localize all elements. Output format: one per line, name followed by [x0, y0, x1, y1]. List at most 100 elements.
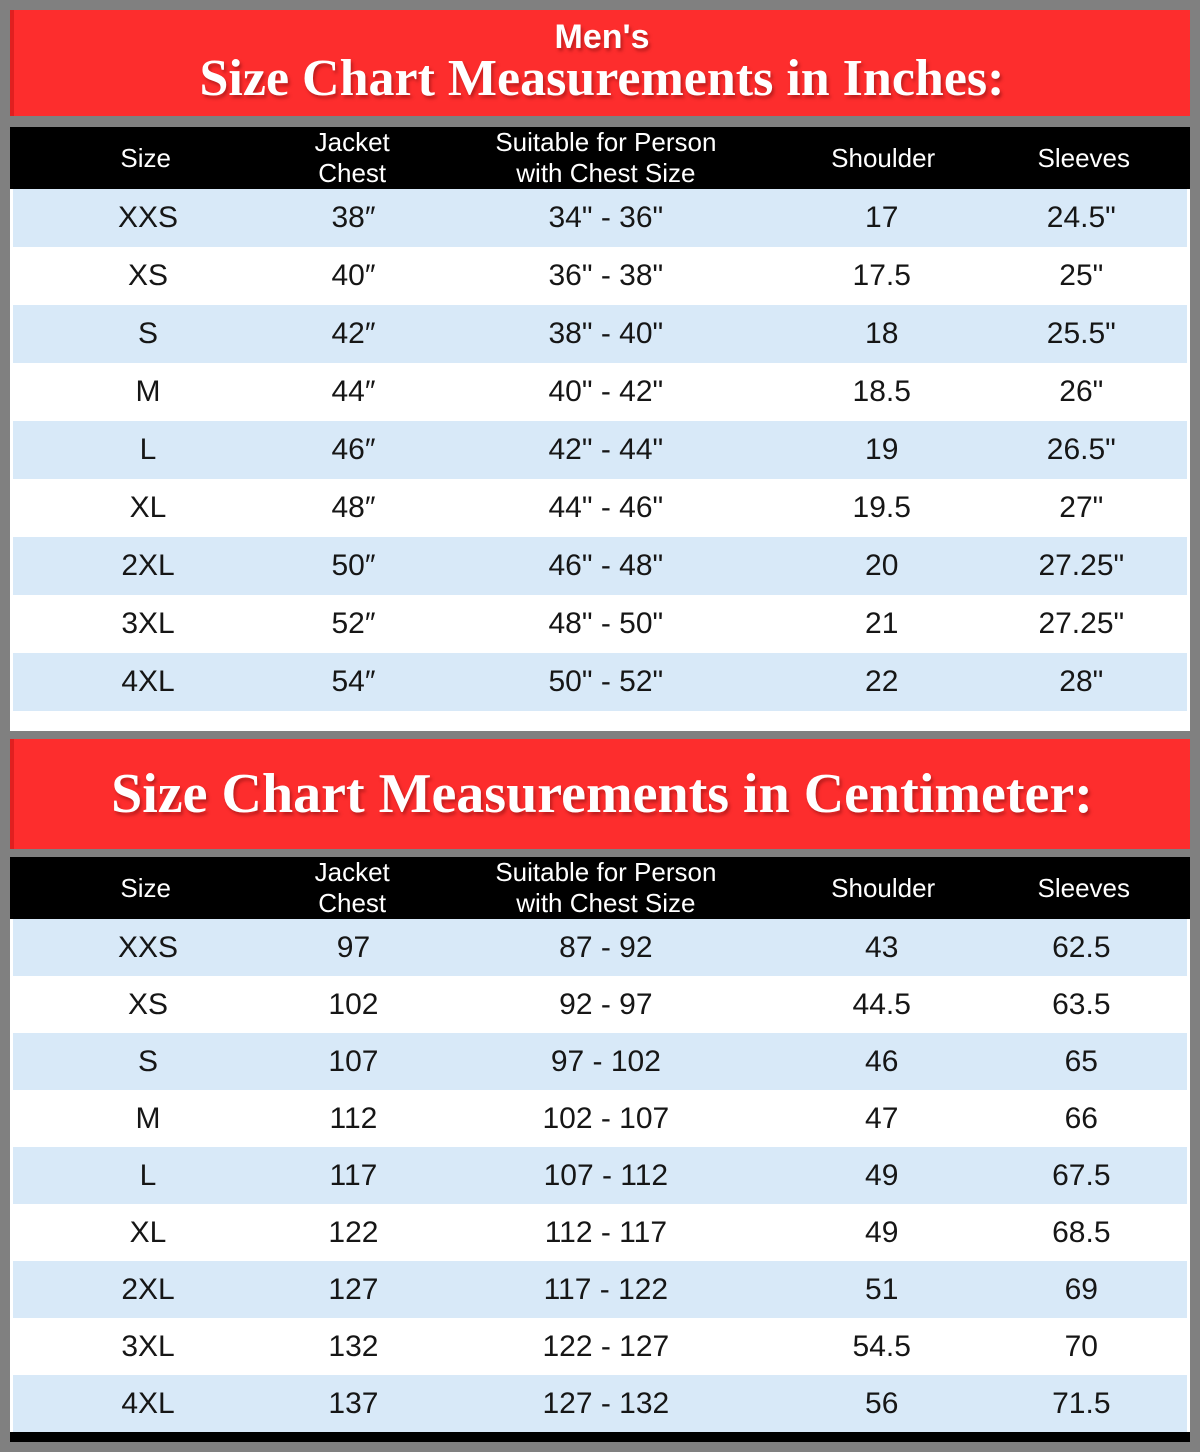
table-cell: XXS — [117, 201, 179, 234]
table-cell: 34" - 36" — [548, 201, 664, 234]
table-cell: 69 — [1064, 1272, 1098, 1306]
table-cell: 87 - 92 — [559, 930, 653, 964]
table-cell: 97 — [336, 930, 371, 964]
table-cell: 42" - 44" — [548, 433, 664, 466]
table-cell: 4XL — [121, 665, 175, 698]
table-row: XXS 38″ 34" - 36" 17 24.5" — [13, 189, 1187, 247]
table-centimeter: Size Jacket Chest Suitable for Person wi… — [10, 857, 1190, 1442]
table-cell: 26.5" — [1046, 433, 1116, 466]
banner-mens-label: Men's — [554, 17, 650, 56]
table-cell: 51 — [865, 1272, 899, 1306]
table-cell: 28" — [1059, 665, 1104, 698]
table-cell: 56 — [865, 1386, 899, 1420]
table-cell: 63.5 — [1052, 987, 1111, 1021]
table-cell: 68.5 — [1052, 1215, 1111, 1249]
table-header-row: Size Jacket Chest Suitable for Person wi… — [10, 127, 1190, 189]
column-header-size: Size — [120, 142, 171, 173]
table-row: 2XL 50″ 46" - 48" 20 27.25" — [13, 537, 1187, 595]
table-cell: L — [139, 433, 157, 466]
table-cell: 52″ — [331, 607, 376, 640]
table-row: L 117 107 - 112 49 67.5 — [13, 1147, 1187, 1204]
column-header-chest-size: Suitable for Person with Chest Size — [495, 127, 717, 188]
table-cell: 70 — [1064, 1329, 1098, 1363]
table-cell: 44" - 46" — [548, 491, 664, 524]
table-cell: 38" - 40" — [548, 317, 664, 350]
table-row: XL 122 112 - 117 49 68.5 — [13, 1204, 1187, 1261]
table-cell: 25" — [1059, 259, 1104, 292]
table-cell: 40" - 42" — [548, 375, 664, 408]
table-cell: M — [135, 375, 161, 408]
table-header-row: Size Jacket Chest Suitable for Person wi… — [10, 857, 1190, 919]
table-cell: 46″ — [331, 433, 376, 466]
table-cell: 48" - 50" — [548, 607, 664, 640]
table-cell: 107 - 112 — [543, 1158, 669, 1192]
table-cell: 132 — [328, 1329, 379, 1363]
table-body-inches: XXS 38″ 34" - 36" 17 24.5" XS 40″ 36" - 38" 17.5… — [10, 189, 1190, 711]
table-cell: 4XL — [121, 1386, 175, 1420]
table-cell: 46 — [865, 1044, 899, 1078]
table-bottom-bar — [10, 1432, 1190, 1442]
table-cell: M — [135, 1101, 161, 1135]
table-cell: 92 - 97 — [559, 987, 653, 1021]
table-cell: 22 — [865, 665, 899, 698]
table-cell: 102 - 107 — [542, 1101, 670, 1135]
column-header-shoulder: Shoulder — [831, 872, 936, 903]
table-cell: 20 — [865, 549, 899, 582]
table-row: S 42″ 38" - 40" 18 25.5" — [13, 305, 1187, 363]
table-cell: 49 — [865, 1215, 899, 1249]
table-cell: 27.25" — [1038, 607, 1125, 640]
table-cell: 38″ — [331, 201, 376, 234]
table-cell: 42″ — [331, 317, 376, 350]
column-header-jacket-chest: Jacket Chest — [314, 127, 390, 188]
table-row: XS 40″ 36" - 38" 17.5 25" — [13, 247, 1187, 305]
table-cell: XS — [127, 987, 169, 1021]
table-cell: 66 — [1064, 1101, 1098, 1135]
table-row: M 44″ 40" - 42" 18.5 26" — [13, 363, 1187, 421]
table-row: M 112 102 - 107 47 66 — [13, 1090, 1187, 1147]
table-row: 4XL 54″ 50" - 52" 22 28" — [13, 653, 1187, 711]
table-body-centimeter: XXS 97 87 - 92 43 62.5 XS 102 92 - 97 44.5 63.5 S 1… — [10, 919, 1190, 1432]
table-cell: 117 — [329, 1158, 378, 1192]
table-cell: S — [138, 1044, 159, 1078]
banner-inches: Men's Size Chart Measurements in Inches: — [10, 10, 1190, 116]
table-cell: XS — [127, 259, 169, 292]
table-cell: 49 — [865, 1158, 899, 1192]
banner-centimeter: Size Chart Measurements in Centimeter: — [10, 739, 1190, 849]
table-cell: 21 — [865, 607, 899, 640]
table-cell: 127 - 132 — [542, 1386, 670, 1420]
table-cell: XL — [129, 491, 167, 524]
table-cell: 47 — [865, 1101, 899, 1135]
table-cell: 67.5 — [1052, 1158, 1111, 1192]
table-cell: 17 — [865, 201, 899, 234]
table-cell: 50" - 52" — [548, 665, 664, 698]
table-cell: 102 — [328, 987, 379, 1021]
table-cell: 25.5" — [1046, 317, 1116, 350]
table-cell: 43 — [865, 930, 899, 964]
table-cell: 122 - 127 — [542, 1329, 670, 1363]
table-row: 4XL 137 127 - 132 56 71.5 — [13, 1375, 1187, 1432]
table-cell: 122 — [328, 1215, 379, 1249]
table-cell: 27.25" — [1038, 549, 1125, 582]
table-cell: 3XL — [121, 1329, 175, 1363]
table-cell: 2XL — [121, 1272, 175, 1306]
column-header-shoulder: Shoulder — [831, 142, 936, 173]
column-header-jacket-chest: Jacket Chest — [314, 857, 390, 918]
table-cell: S — [138, 317, 159, 350]
table-cell: 107 — [328, 1044, 379, 1078]
table-cell: 27" — [1059, 491, 1104, 524]
table-row: 3XL 132 122 - 127 54.5 70 — [13, 1318, 1187, 1375]
table-cell: 127 — [328, 1272, 379, 1306]
table-cell: 44″ — [331, 375, 376, 408]
table-cell: 54.5 — [852, 1329, 911, 1363]
column-header-sleeves: Sleeves — [1037, 142, 1131, 173]
table-cell: 71.5 — [1052, 1386, 1111, 1420]
table-cell: XL — [129, 1215, 167, 1249]
table-cell: 3XL — [121, 607, 175, 640]
table-cell: 2XL — [121, 549, 175, 582]
table-cell: 40″ — [331, 259, 376, 292]
table-cell: L — [139, 1158, 157, 1192]
table-cell: 65 — [1064, 1044, 1098, 1078]
banner-title-centimeter: Size Chart Measurements in Centimeter: — [111, 763, 1093, 825]
section-divider — [10, 711, 1190, 731]
